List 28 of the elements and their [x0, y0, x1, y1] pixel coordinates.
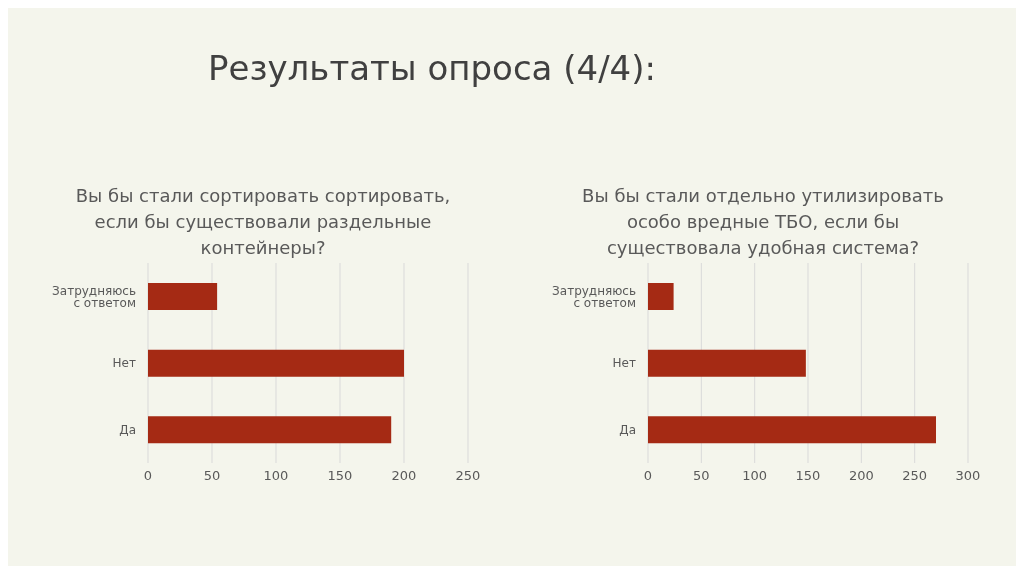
- chart-title: Вы бы стали сортировать сортировать, если бы существовали раздельные контейнеры?: [74, 184, 452, 260]
- x-tick-label: 0: [143, 468, 153, 484]
- x-tick-label: 0: [643, 468, 653, 484]
- bar: [648, 349, 806, 377]
- y-tick-label: Затрудняюсь с ответом: [52, 283, 136, 310]
- text: Результаты опроса (4/4):: [208, 48, 656, 88]
- y-tick-label: Затрудняюсь с ответом: [552, 283, 636, 310]
- x-tick-label: 100: [742, 468, 768, 484]
- y-tick-label: Нет: [612, 356, 636, 371]
- x-tick-label: 250: [902, 468, 928, 484]
- y-tick-label: Нет: [112, 356, 136, 371]
- x-tick-label: 300: [955, 468, 981, 484]
- x-tick-label: 150: [795, 468, 821, 484]
- x-tick-label: 250: [455, 468, 481, 484]
- y-tick-label: Да: [119, 422, 136, 437]
- bar: [148, 349, 404, 377]
- x-tick-label: 200: [391, 468, 417, 484]
- y-tick-label: Да: [619, 422, 636, 437]
- x-tick-label: 100: [263, 468, 289, 484]
- x-tick-label: 150: [327, 468, 353, 484]
- bar: [148, 416, 392, 444]
- x-tick-label: 50: [203, 468, 221, 484]
- bar: [148, 283, 218, 310]
- x-tick-label: 200: [848, 468, 874, 484]
- x-tick-label: 50: [693, 468, 710, 484]
- bar: [648, 416, 936, 444]
- bar: [648, 283, 674, 310]
- chart-title: Вы бы стали отдельно утилизировать особо вредные ТБО, если бы существовала удобная система?: [581, 184, 945, 260]
